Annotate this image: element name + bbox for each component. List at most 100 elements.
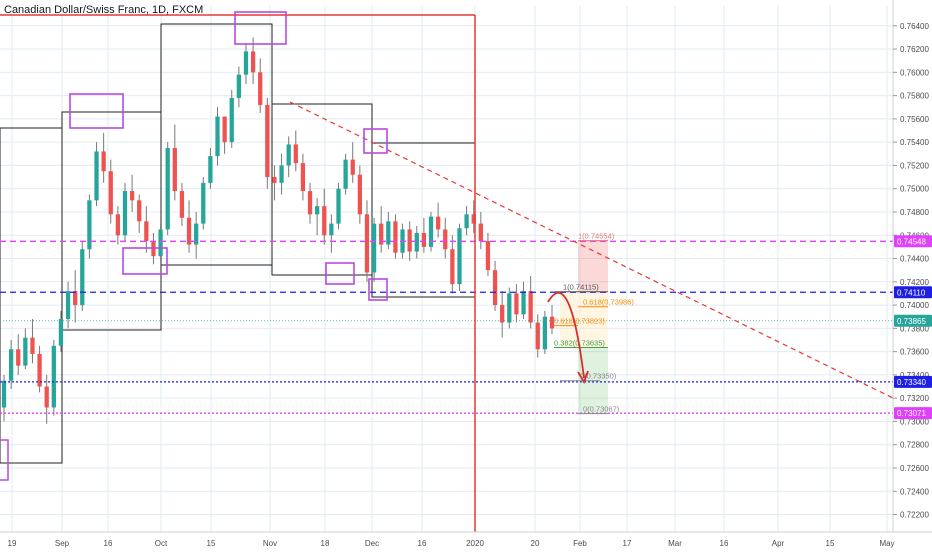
price-label-bg — [894, 235, 932, 248]
price-label-bg — [894, 286, 932, 299]
candle-body — [535, 322, 540, 350]
candle-body — [350, 159, 355, 175]
candle — [115, 206, 121, 245]
candle-body — [386, 221, 391, 245]
price-tick-label: 0.75200 — [900, 161, 929, 170]
time-tick-label: 2020 — [466, 539, 484, 548]
candle-body — [407, 229, 412, 252]
candle-body — [58, 319, 64, 346]
candle — [307, 182, 313, 224]
price-label-bg — [894, 407, 932, 420]
candle — [279, 153, 284, 195]
price-axis[interactable]: 0.76400 0.76200 0.76000 0.75800 0.75600 0.754… — [892, 0, 932, 532]
candle-body — [73, 291, 78, 306]
candle — [315, 198, 320, 236]
time-tick-label: Nov — [263, 539, 277, 548]
candle-body — [450, 249, 455, 285]
price-tick-label: 0.72800 — [900, 441, 929, 450]
candle — [542, 310, 548, 354]
candle — [478, 211, 483, 250]
fib-level-label: 0(0.73067) — [583, 405, 620, 414]
candle-body — [478, 223, 483, 242]
candle — [272, 165, 277, 201]
price-tick-label: 0.75600 — [900, 115, 929, 124]
highlight-box — [234, 11, 287, 45]
candle — [8, 339, 14, 389]
candle-body — [272, 177, 277, 183]
candle — [485, 232, 491, 276]
price-label-badge: 0.74548 — [894, 235, 932, 248]
time-tick-label: Sep — [55, 539, 70, 548]
candle — [300, 153, 306, 201]
time-tick-label: Apr — [772, 539, 785, 548]
candle — [243, 43, 249, 84]
candle — [443, 217, 448, 259]
candle-body — [87, 200, 92, 250]
candle — [250, 37, 256, 84]
fib-level-label: 0.618(0.73986) — [583, 298, 634, 307]
range-box — [271, 103, 373, 276]
candle — [236, 66, 241, 108]
time-axis[interactable]: 19 Sep 16 Oct 15 Nov 18 Dec 16 2020 20 Feb 17 Mar 16 Ap… — [0, 531, 932, 548]
candle — [507, 287, 512, 329]
candle — [528, 275, 533, 329]
candle-body — [243, 51, 249, 75]
candle-body — [194, 223, 199, 245]
time-tick-label: 19 — [8, 539, 17, 548]
candle-body — [307, 191, 313, 215]
candle — [122, 182, 128, 242]
candle-body — [215, 116, 220, 157]
candle — [492, 260, 498, 311]
candle-body — [315, 206, 320, 215]
grid-lines — [0, 6, 893, 532]
candle — [265, 97, 270, 189]
candle — [414, 225, 419, 259]
candle-body — [428, 216, 434, 247]
price-tick-label: 0.74200 — [900, 278, 929, 287]
price-tick-label: 0.75000 — [900, 185, 929, 194]
candle-body — [122, 191, 128, 236]
price-tick-label: 0.73600 — [900, 348, 929, 357]
candle — [549, 305, 555, 335]
candle-body — [23, 337, 28, 366]
candle-body — [51, 345, 56, 408]
candle-body — [250, 51, 256, 73]
candle-body — [542, 316, 548, 350]
time-tick-label: 15 — [826, 539, 835, 548]
candle — [322, 188, 327, 245]
candle — [165, 142, 170, 236]
price-label-text: 0.73865 — [897, 317, 926, 326]
candle — [158, 223, 163, 261]
time-tick-label: 16 — [418, 539, 427, 548]
candle — [357, 165, 362, 224]
candle — [386, 211, 391, 250]
fib-level-label: 1(0.74115) — [563, 283, 599, 292]
candle-body — [507, 293, 512, 323]
candle — [144, 206, 149, 253]
candle — [471, 200, 476, 233]
candle — [286, 136, 291, 178]
drawings-overlay: 1(0.74554) 1(0.74115) 0.618(0.73986) 0.618(… — [0, 11, 894, 532]
candle — [137, 194, 142, 233]
candle — [201, 177, 206, 230]
candle — [421, 217, 427, 253]
candle — [371, 217, 377, 282]
fib-level-label: 0(0.73350) — [580, 372, 617, 381]
candle — [80, 241, 85, 311]
candle — [500, 291, 505, 338]
candle — [179, 182, 185, 226]
time-tick-label: 16 — [720, 539, 729, 548]
candle-body — [343, 159, 348, 189]
candle — [16, 334, 21, 375]
candle — [521, 281, 526, 320]
candle — [186, 200, 192, 253]
candle-body — [329, 223, 334, 236]
candle-body — [357, 174, 362, 215]
candle — [435, 202, 441, 238]
candle-body — [300, 163, 306, 192]
candle-body — [457, 228, 462, 285]
candle-body — [201, 182, 206, 224]
candle-body — [229, 97, 234, 143]
